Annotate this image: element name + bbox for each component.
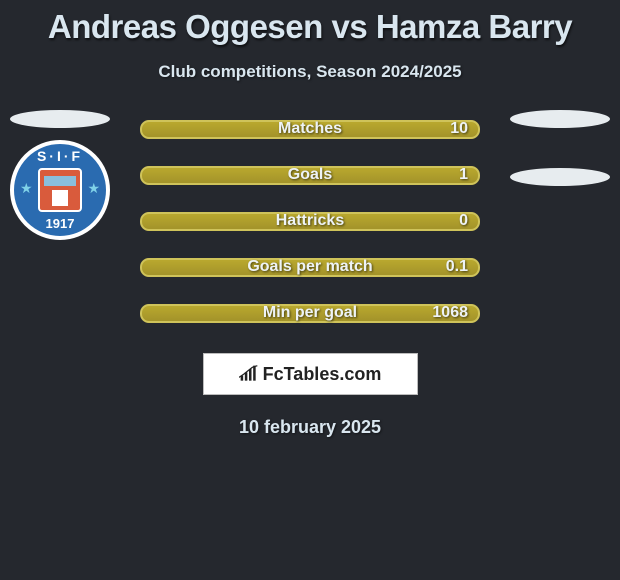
stat-label: Hattricks <box>142 212 478 230</box>
badge-center-icon <box>38 168 82 212</box>
stat-value-right: 0 <box>459 212 468 230</box>
badge-text-top: S·I·F <box>14 148 106 164</box>
stat-label: Goals per match <box>142 258 478 276</box>
stat-value-right: 1068 <box>432 304 468 322</box>
stat-value-right: 10 <box>450 120 468 138</box>
stat-value-right: 1 <box>459 166 468 184</box>
date-text: 10 february 2025 <box>0 417 620 438</box>
stat-label: Matches <box>142 120 478 138</box>
player-photo-placeholder-left <box>10 110 110 128</box>
badge-text-bottom: 1917 <box>14 216 106 231</box>
player-photo-placeholder-right <box>510 110 610 128</box>
club-badge-placeholder-right <box>510 168 610 186</box>
bar-chart-icon <box>239 365 259 383</box>
attribution-box: FcTables.com <box>203 353 418 395</box>
stat-bar: Matches 10 <box>140 120 480 139</box>
left-player-column: ★ ★ S·I·F 1917 <box>10 110 110 240</box>
subtitle: Club competitions, Season 2024/2025 <box>0 62 620 82</box>
club-badge-sif: ★ ★ S·I·F 1917 <box>10 140 110 240</box>
stat-label: Min per goal <box>142 304 478 322</box>
stat-bars: Matches 10 Goals 1 Hattricks 0 Goals per… <box>140 120 480 323</box>
stat-value-right: 0.1 <box>446 258 468 276</box>
right-player-column <box>510 110 610 186</box>
comparison-card: Andreas Oggesen vs Hamza Barry Club comp… <box>0 0 620 438</box>
attribution-text: FcTables.com <box>263 364 382 385</box>
stat-bar: Min per goal 1068 <box>140 304 480 323</box>
stat-bar: Hattricks 0 <box>140 212 480 231</box>
stat-bar: Goals 1 <box>140 166 480 185</box>
page-title: Andreas Oggesen vs Hamza Barry <box>0 8 620 46</box>
stat-bar: Goals per match 0.1 <box>140 258 480 277</box>
main-area: ★ ★ S·I·F 1917 Matches 10 Goals 1 Hatt <box>0 120 620 323</box>
stat-label: Goals <box>142 166 478 184</box>
